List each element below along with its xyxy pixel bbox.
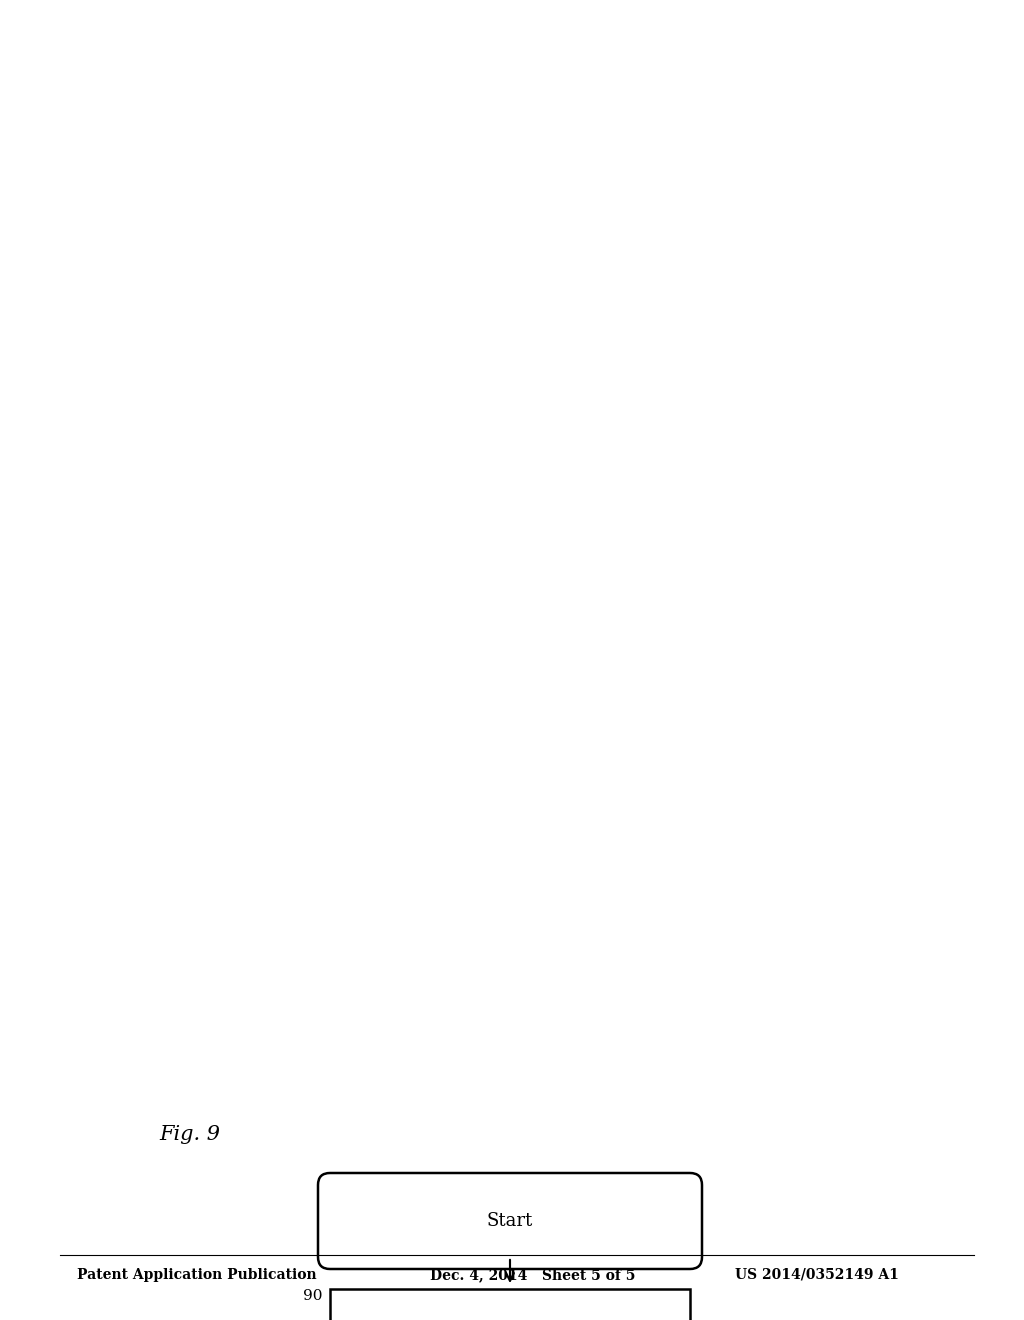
Text: Start: Start xyxy=(486,1212,534,1230)
FancyBboxPatch shape xyxy=(318,1173,702,1269)
Text: 90: 90 xyxy=(302,1290,322,1303)
Text: US 2014/0352149 A1: US 2014/0352149 A1 xyxy=(735,1269,899,1282)
Bar xyxy=(330,1290,690,1320)
Text: Fig. 9: Fig. 9 xyxy=(160,1126,220,1144)
Text: Dec. 4, 2014   Sheet 5 of 5: Dec. 4, 2014 Sheet 5 of 5 xyxy=(430,1269,635,1282)
Text: Patent Application Publication: Patent Application Publication xyxy=(77,1269,316,1282)
